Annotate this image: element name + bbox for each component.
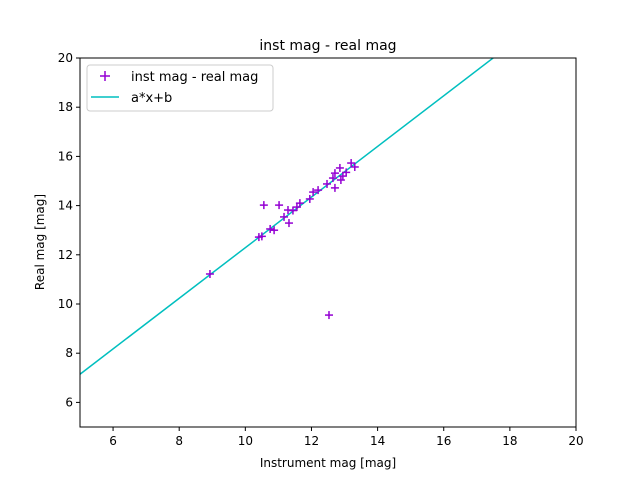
data-point	[295, 199, 304, 208]
data-point	[275, 201, 284, 210]
x-axis-label: Instrument mag [mag]	[260, 456, 396, 470]
data-point	[342, 168, 351, 177]
y-axis-label: Real mag [mag]	[33, 194, 47, 290]
x-tick-label: 14	[370, 434, 385, 448]
data-point	[330, 183, 339, 192]
x-tick-label: 12	[304, 434, 319, 448]
data-point	[266, 224, 275, 233]
data-point	[270, 226, 279, 235]
x-tick-label: 18	[502, 434, 517, 448]
data-point	[259, 201, 268, 210]
chart-title: inst mag - real mag	[259, 38, 396, 54]
data-point	[257, 232, 266, 241]
data-point	[323, 179, 332, 188]
x-tick-label: 10	[238, 434, 253, 448]
y-tick-label: 18	[58, 100, 73, 114]
data-point	[205, 269, 214, 278]
data-point	[314, 186, 323, 195]
y-tick-label: 14	[58, 199, 73, 213]
fit-line	[80, 58, 495, 375]
y-tick-label: 12	[58, 248, 73, 262]
data-point	[350, 162, 359, 171]
data-point	[335, 163, 344, 172]
y-tick-label: 20	[58, 51, 73, 65]
legend-label-line: a*x+b	[131, 91, 172, 106]
data-point	[309, 188, 318, 197]
y-tick-label: 10	[58, 297, 73, 311]
data-point	[280, 212, 289, 221]
x-tick-label: 6	[109, 434, 117, 448]
data-point	[324, 311, 333, 320]
data-point	[288, 206, 297, 215]
legend-label-scatter: inst mag - real mag	[131, 70, 258, 85]
data-point	[330, 169, 339, 178]
legend: inst mag - real mag a*x+b	[86, 64, 274, 112]
y-tick-label: 8	[65, 346, 73, 360]
data-point	[284, 219, 293, 228]
data-point	[328, 174, 337, 183]
x-tick-label: 20	[568, 434, 583, 448]
data-point	[305, 194, 314, 203]
legend-marker-scatter	[100, 71, 110, 81]
data-point	[347, 159, 356, 168]
y-tick-label: 6	[65, 395, 73, 409]
y-tick-label: 16	[58, 149, 73, 163]
plot-frame	[79, 57, 577, 428]
x-tick-label: 8	[175, 434, 183, 448]
x-tick-label: 16	[436, 434, 451, 448]
